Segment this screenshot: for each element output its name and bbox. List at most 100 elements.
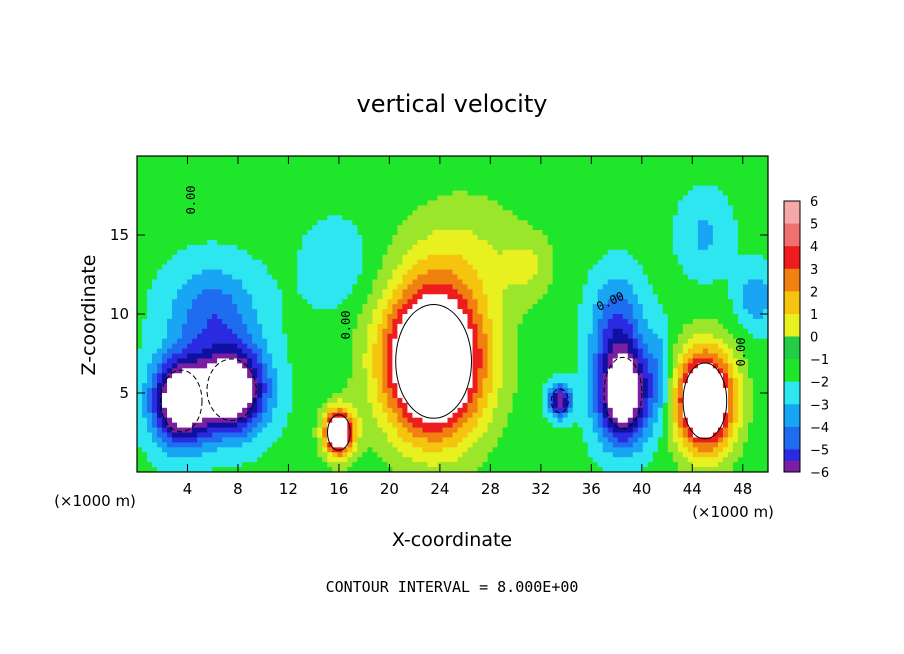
field-cell (292, 279, 298, 285)
field-cell (372, 185, 378, 192)
field-cell (497, 447, 504, 453)
field-cell (492, 348, 499, 355)
field-cell (257, 412, 263, 419)
field-cell (467, 397, 474, 404)
field-cell (407, 264, 414, 271)
field-cell (322, 397, 328, 404)
field-cell (172, 215, 178, 221)
field-cell (242, 235, 248, 241)
field-cell (502, 368, 509, 374)
field-cell (387, 269, 394, 276)
field-cell (347, 215, 353, 221)
field-cell (187, 422, 193, 429)
field-cell (467, 412, 474, 419)
field-cell (452, 314, 459, 320)
field-cell (177, 442, 183, 448)
field-cell (432, 397, 439, 404)
field-cell (377, 363, 383, 369)
field-cell (207, 338, 213, 345)
field-cell (237, 180, 243, 187)
field-cell (147, 254, 153, 261)
field-cell (402, 427, 409, 434)
field-cell (162, 457, 168, 463)
field-cell (497, 343, 504, 350)
field-cell (317, 343, 323, 350)
field-cell (167, 343, 173, 350)
field-cell (367, 239, 373, 246)
field-cell (282, 244, 288, 251)
field-cell (182, 417, 188, 424)
field-cell (412, 323, 419, 330)
field-cell (507, 422, 514, 429)
field-cell (177, 269, 183, 276)
field-cell (187, 353, 193, 360)
field-cell (217, 304, 223, 310)
field-cell (217, 363, 223, 369)
field-cell (277, 452, 283, 458)
field-cell (197, 412, 203, 419)
field-cell (227, 402, 233, 409)
field-cell (302, 230, 308, 236)
field-cell (447, 457, 454, 463)
field-cell (262, 447, 268, 453)
field-cell (492, 244, 499, 251)
field-cell (252, 388, 258, 394)
field-cell (392, 160, 399, 167)
field-cell (187, 284, 193, 290)
field-cell (282, 284, 288, 290)
field-cell (327, 412, 333, 419)
field-cell (457, 279, 464, 285)
field-cell (212, 363, 218, 369)
field-cell (167, 294, 173, 300)
field-cell (327, 338, 333, 345)
field-cell (242, 437, 248, 443)
field-cell (362, 457, 368, 463)
field-cell (357, 294, 363, 300)
field-cell (312, 397, 318, 404)
field-cell (392, 185, 399, 192)
field-cell (512, 427, 519, 434)
field-cell (337, 393, 343, 399)
field-cell (317, 402, 323, 409)
field-cell (327, 393, 333, 399)
field-cell (207, 274, 213, 281)
field-cell (262, 156, 268, 162)
field-cell (332, 200, 338, 206)
field-cell (492, 156, 499, 162)
field-cell (467, 388, 474, 394)
field-cell (442, 249, 449, 256)
field-cell (322, 432, 328, 439)
field-cell (147, 348, 153, 355)
field-cell (472, 462, 479, 468)
field-cell (272, 254, 278, 261)
field-cell (392, 235, 399, 241)
field-cell (407, 417, 414, 424)
field-cell (257, 279, 263, 285)
field-cell (222, 185, 228, 192)
field-cell (247, 239, 253, 246)
field-cell (232, 412, 238, 419)
field-cell (492, 427, 499, 434)
field-cell (327, 304, 333, 310)
field-cell (402, 348, 409, 355)
field-cell (432, 170, 439, 177)
field-cell (222, 314, 228, 320)
field-cell (177, 457, 183, 463)
field-cell (227, 358, 233, 364)
field-cell (272, 442, 278, 448)
field-cell (482, 353, 489, 360)
field-cell (347, 318, 353, 325)
field-cell (522, 225, 529, 231)
field-cell (277, 462, 283, 468)
field-cell (482, 462, 489, 468)
field-cell (187, 427, 193, 434)
field-cell (222, 358, 228, 364)
field-cell (482, 467, 489, 472)
field-cell (427, 333, 434, 340)
field-cell (162, 170, 168, 177)
field-cell (427, 215, 434, 221)
field-cell (322, 328, 328, 335)
field-cell (442, 432, 449, 439)
field-cell (387, 264, 394, 271)
field-cell (477, 309, 484, 315)
